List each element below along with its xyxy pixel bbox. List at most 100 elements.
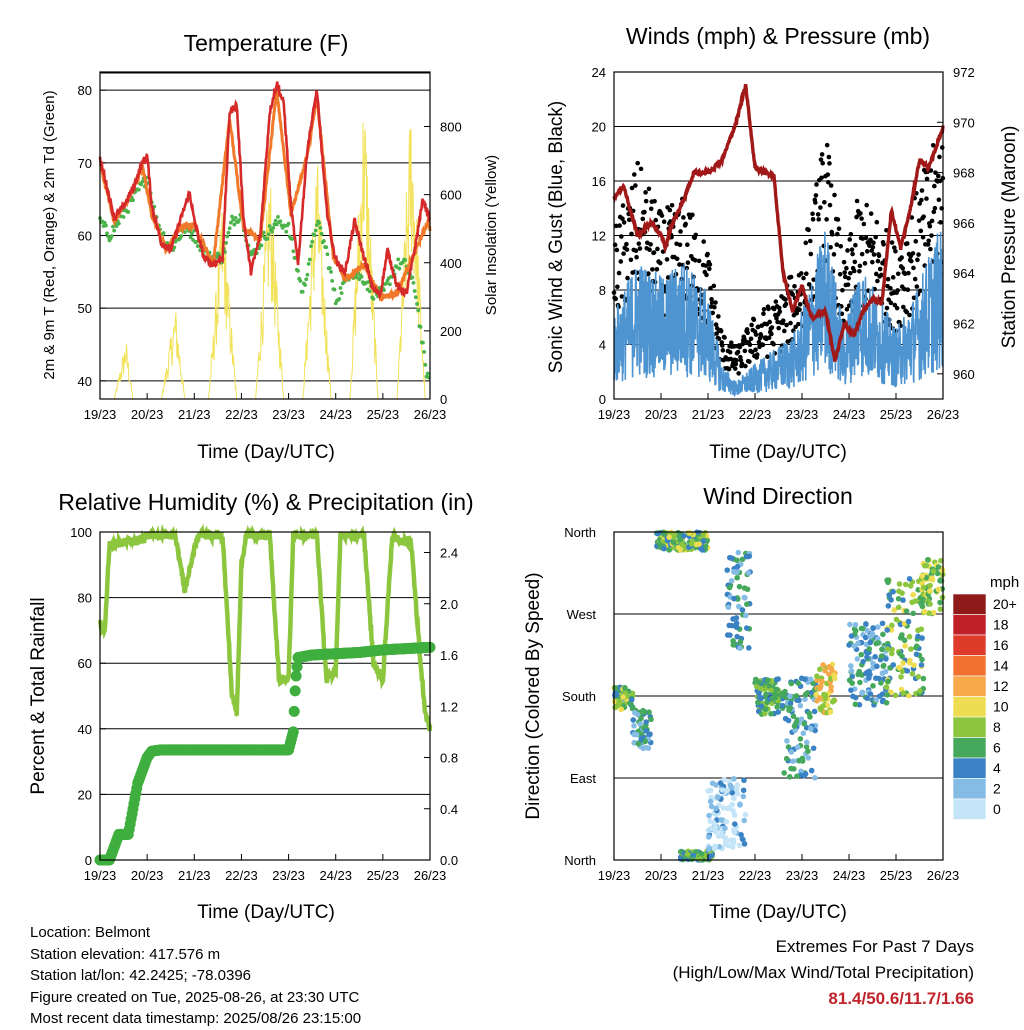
direction-xtick-label: 25/23 — [880, 868, 913, 883]
gust-point — [914, 284, 920, 289]
gust-point — [810, 211, 815, 217]
dewpoint-point — [291, 249, 296, 254]
gust-point — [871, 252, 877, 257]
gust-point — [926, 238, 932, 244]
gust-point — [713, 300, 718, 305]
direction-point — [856, 701, 863, 708]
gust-point — [780, 318, 786, 323]
direction-point — [803, 743, 810, 750]
direction-point — [648, 716, 654, 723]
dewpoint-point — [421, 340, 425, 345]
gust-point — [784, 322, 789, 328]
dewpoint-point — [190, 231, 194, 236]
direction-point — [712, 828, 719, 835]
direction-point — [791, 723, 798, 729]
direction-point — [731, 776, 737, 782]
gust-point — [619, 234, 624, 239]
direction-point — [814, 677, 820, 684]
precip-point — [291, 661, 303, 673]
elevation-text: Station elevation: 417.576 m — [30, 945, 221, 963]
direction-point — [808, 767, 815, 774]
gust-point — [913, 239, 919, 244]
legend-swatch — [952, 716, 987, 738]
humidity-xtick-label: 22/23 — [225, 868, 258, 883]
dewpoint-point — [290, 237, 295, 241]
gust-point — [868, 211, 874, 216]
direction-point — [730, 642, 737, 648]
direction-point — [875, 640, 881, 646]
dewpoint-point — [403, 258, 408, 262]
direction-point — [848, 668, 855, 674]
gust-point — [928, 246, 933, 252]
direction-point — [736, 842, 743, 849]
winds-y2tick-label: 970 — [953, 115, 975, 130]
direction-point — [677, 856, 684, 862]
gust-point — [876, 253, 882, 259]
gust-point — [703, 263, 709, 268]
dewpoint-point — [112, 228, 117, 233]
direction-point — [911, 662, 917, 669]
direction-point — [937, 599, 943, 606]
direction-point — [926, 610, 932, 616]
gust-point — [629, 185, 635, 191]
gust-point — [936, 197, 942, 203]
direction-point — [738, 831, 744, 838]
direction-point — [882, 668, 889, 675]
direction-point — [919, 603, 926, 610]
dewpoint-point — [233, 215, 238, 220]
direction-point — [863, 670, 869, 677]
direction-point — [762, 706, 769, 713]
gust-point — [751, 317, 757, 323]
direction-ytick-label: North — [564, 525, 596, 540]
dewpoint-point — [396, 257, 401, 262]
direction-point — [806, 710, 812, 717]
direction-point — [741, 841, 748, 847]
gust-point — [874, 219, 880, 225]
gust-point — [884, 305, 890, 311]
direction-point — [676, 533, 683, 540]
gust-point — [931, 209, 937, 215]
gust-point — [735, 349, 741, 355]
direction-point — [784, 738, 790, 744]
direction-point — [740, 793, 747, 800]
humidity-plot-area: 0 20 40 60 80 100 0.0 0.4 0.8 1.2 1.6 2.0 2.4 19/23 20… — [70, 523, 458, 883]
direction-point — [740, 787, 747, 794]
dewpoint-point — [357, 277, 362, 282]
direction-point — [801, 772, 808, 779]
direction-point — [758, 695, 765, 701]
dewpoint-point — [230, 214, 234, 219]
gust-point — [650, 267, 655, 272]
direction-point — [904, 668, 911, 674]
gust-point — [888, 300, 894, 306]
direction-point — [729, 622, 735, 629]
direction-point — [726, 584, 733, 591]
dewpoint-point — [309, 244, 313, 249]
gust-point — [742, 348, 748, 354]
dewpoint-point — [111, 224, 115, 229]
dewpoint-point — [329, 270, 333, 274]
winds-xtick-label: 22/23 — [739, 407, 772, 422]
gust-point — [842, 270, 847, 275]
direction-point — [803, 739, 810, 746]
direction-point — [906, 659, 913, 666]
temp-ytick-label: 60 — [78, 229, 92, 244]
direction-point — [829, 699, 836, 705]
direction-point — [731, 821, 738, 827]
gust-point — [902, 286, 907, 292]
direction-point — [927, 601, 933, 607]
direction-point — [870, 660, 876, 667]
direction-point — [631, 723, 637, 729]
direction-point — [883, 699, 890, 706]
direction-point — [883, 684, 890, 691]
gust-point — [734, 358, 739, 363]
gust-point — [904, 241, 910, 246]
dewpoint-point — [367, 289, 372, 294]
direction-point — [729, 801, 736, 808]
temp-ytick-label: 40 — [78, 374, 92, 389]
direction-ytick-label: South — [562, 689, 596, 704]
direction-xtick-label: 20/23 — [645, 868, 678, 883]
gust-point — [681, 215, 686, 220]
winds-xtick-label: 24/23 — [833, 407, 866, 422]
